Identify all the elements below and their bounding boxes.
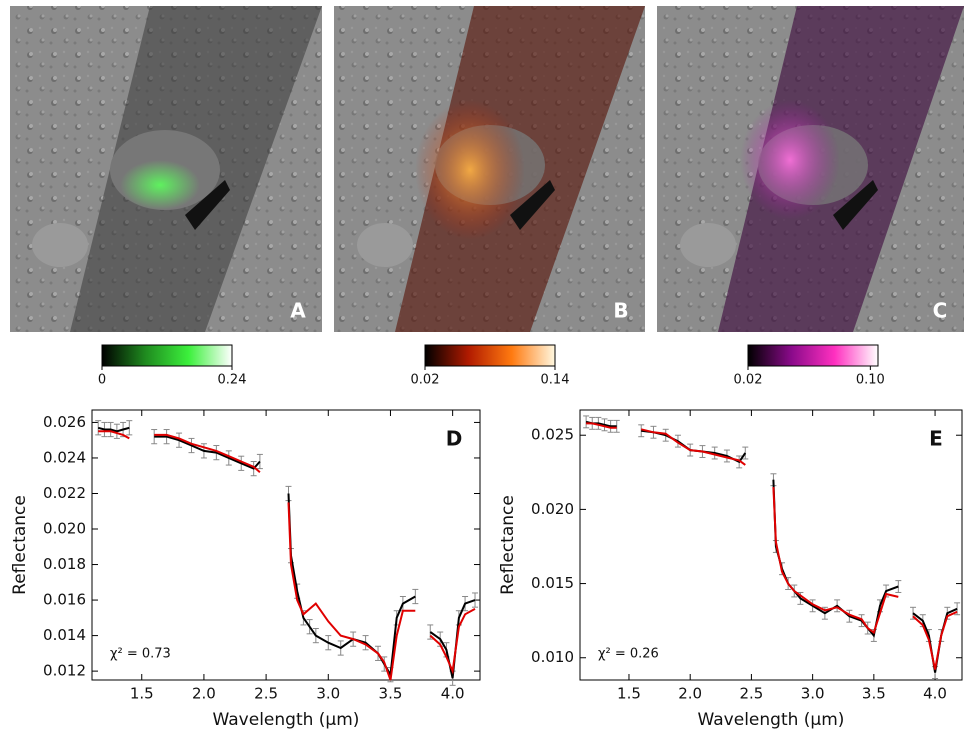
series-line: [97, 426, 476, 679]
image-panel-a: [10, 6, 322, 332]
series-line: [98, 430, 476, 681]
y-tick-label: 0.020: [43, 520, 86, 538]
x-tick-label: 4.0: [923, 685, 947, 703]
panel-label: E: [929, 427, 943, 451]
x-tick-label: 2.5: [739, 685, 763, 703]
y-tick-label: 0.018: [43, 555, 86, 573]
x-tick-label: 0.24: [218, 373, 247, 388]
error-bar: [151, 429, 158, 445]
x-tick-label: 4.0: [441, 685, 465, 703]
y-axis-label: Reflectance: [10, 495, 30, 595]
y-tick-label: 0.022: [43, 484, 86, 502]
plot-frame: [579, 409, 963, 681]
error-bar: [472, 592, 479, 608]
y-tick-label: 0.025: [531, 426, 574, 444]
y-tick-label: 0.015: [531, 574, 574, 592]
image-panel-c: [657, 6, 964, 332]
error-bar: [895, 580, 902, 593]
x-tick-label: 3.5: [379, 685, 403, 703]
x-tick-label: 2.0: [192, 685, 216, 703]
y-axis-label: Reflectance: [498, 495, 518, 595]
colorbar: [424, 344, 556, 367]
x-tick-label: 3.0: [801, 685, 825, 703]
panel-label: A: [290, 299, 306, 323]
series-line: [585, 420, 958, 673]
error-bar: [126, 420, 133, 436]
y-tick-label: 0.012: [43, 662, 86, 680]
panel-label: B: [613, 299, 628, 323]
x-tick-label: 1.5: [617, 685, 641, 703]
y-tick-label: 0.020: [531, 500, 574, 518]
x-axis-label: Wavelength (μm): [698, 710, 845, 730]
x-tick-label: 0: [98, 373, 106, 388]
x-tick-label: 3.0: [316, 685, 340, 703]
colorbar: [101, 344, 233, 367]
y-tick-label: 0.024: [43, 448, 86, 466]
series-line: [586, 422, 958, 670]
y-tick-label: 0.014: [43, 626, 86, 644]
plot-frame: [91, 409, 481, 681]
panel-label: C: [933, 299, 948, 323]
colorbar: [747, 344, 879, 367]
y-tick-label: 0.010: [531, 648, 574, 666]
x-tick-label: 0.10: [856, 373, 885, 388]
x-tick-label: 0.02: [734, 373, 763, 388]
y-tick-label: 0.026: [43, 413, 86, 431]
image-panel-b: [334, 6, 645, 332]
y-tick-label: 0.016: [43, 591, 86, 609]
annotation: χ² = 0.73: [110, 647, 171, 662]
panel-label: D: [446, 427, 463, 451]
error-bar: [412, 588, 419, 605]
x-tick-label: 0.02: [411, 373, 440, 388]
x-tick-label: 1.5: [130, 685, 154, 703]
annotation: χ² = 0.26: [598, 647, 659, 662]
x-tick-label: 0.14: [541, 373, 570, 388]
x-tick-label: 3.5: [862, 685, 886, 703]
x-tick-label: 2.5: [254, 685, 278, 703]
x-axis-label: Wavelength (μm): [213, 710, 360, 730]
error-bar: [613, 419, 620, 433]
x-tick-label: 2.0: [678, 685, 702, 703]
